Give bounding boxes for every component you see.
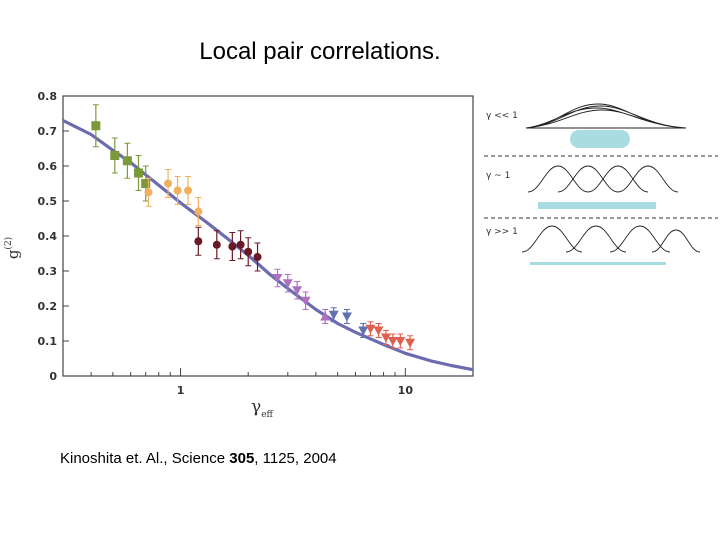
label-strong-interaction: γ >> 1 xyxy=(486,227,518,237)
y-tick-label: 0.6 xyxy=(38,160,58,173)
data-point xyxy=(292,286,303,296)
y-tick-label: 0.8 xyxy=(38,90,58,103)
data-point xyxy=(282,279,293,289)
data-point xyxy=(244,247,253,256)
density-bar-strong xyxy=(530,262,666,265)
density-bar-weak xyxy=(570,130,630,148)
slide-title: Local pair correlations. xyxy=(199,38,441,65)
label-intermediate-interaction: γ ~ 1 xyxy=(486,171,510,181)
data-point xyxy=(91,121,101,131)
data-point xyxy=(328,310,339,320)
data-point xyxy=(164,179,173,188)
density-bar-intermediate xyxy=(538,202,656,209)
data-point xyxy=(122,156,132,166)
y-tick-label: 0.7 xyxy=(38,125,58,138)
data-point xyxy=(253,253,262,261)
y-tick-label: 0.3 xyxy=(38,265,58,278)
separated-wavefunctions-icon xyxy=(521,225,701,253)
x-axis-subscript: eff xyxy=(261,410,273,420)
overlapping-wavefunctions-icon xyxy=(525,103,687,129)
data-points xyxy=(91,104,416,351)
data-point xyxy=(194,237,203,246)
data-point xyxy=(405,338,416,348)
data-point xyxy=(380,333,391,343)
x-axis-symbol: γeff xyxy=(251,397,273,420)
data-point xyxy=(300,296,311,306)
plot-frame xyxy=(62,95,474,377)
data-point xyxy=(320,311,331,321)
data-point xyxy=(194,207,203,216)
schematic-row-strong: γ >> 1 xyxy=(486,225,701,265)
data-point xyxy=(341,312,352,322)
pair-correlation-chart: 0 0.1 0.2 0.3 0.4 0.5 0.6 0.7 0.8 1 10 g(2) γeff xyxy=(3,90,474,420)
data-point xyxy=(358,326,369,336)
citation: Kinoshita et. Al., Science 305, 1125, 20… xyxy=(60,450,337,467)
data-point xyxy=(133,168,143,178)
y-axis-label: g(2) xyxy=(3,237,22,259)
correlation-schematic: γ << 1 γ ~ 1 γ >> 1 xyxy=(484,103,718,265)
schematic-row-weak: γ << 1 xyxy=(486,103,687,148)
intermediate-wavefunctions-icon xyxy=(527,165,679,193)
data-point xyxy=(144,188,153,197)
axes: 0 0.1 0.2 0.3 0.4 0.5 0.6 0.7 0.8 1 10 xyxy=(38,90,414,397)
label-weak-interaction: γ << 1 xyxy=(486,111,518,121)
x-tick-label: 10 xyxy=(398,384,414,397)
theory-curve xyxy=(62,119,474,372)
data-point xyxy=(110,151,120,160)
data-point xyxy=(272,274,283,283)
y-tick-label: 0.5 xyxy=(38,195,58,208)
citation-prefix: Kinoshita et. Al., Science xyxy=(60,450,230,467)
theory-curve-line xyxy=(62,119,474,372)
y-tick-label: 0.1 xyxy=(38,335,58,348)
data-point xyxy=(141,179,151,188)
data-point xyxy=(365,324,376,334)
data-point xyxy=(373,326,384,336)
schematic-row-intermediate: γ ~ 1 xyxy=(486,165,679,209)
y-tick-label: 0 xyxy=(49,370,57,383)
data-point xyxy=(173,186,182,195)
citation-volume: 305 xyxy=(229,450,255,467)
y-tick-label: 0.2 xyxy=(38,300,58,313)
data-point xyxy=(387,337,398,346)
data-point xyxy=(236,240,245,249)
citation-rest: , 1125, 2004 xyxy=(254,450,337,467)
x-axis-label: γeff xyxy=(251,397,273,420)
x-axis-gamma: γ xyxy=(251,397,261,417)
data-point xyxy=(212,240,221,249)
data-point xyxy=(228,242,237,251)
data-point xyxy=(395,337,406,346)
data-point xyxy=(184,186,193,195)
x-tick-label: 1 xyxy=(177,384,185,397)
y-tick-label: 0.4 xyxy=(38,230,58,243)
y-axis-symbol: g xyxy=(4,249,22,259)
y-axis-superscript: (2) xyxy=(3,237,14,250)
